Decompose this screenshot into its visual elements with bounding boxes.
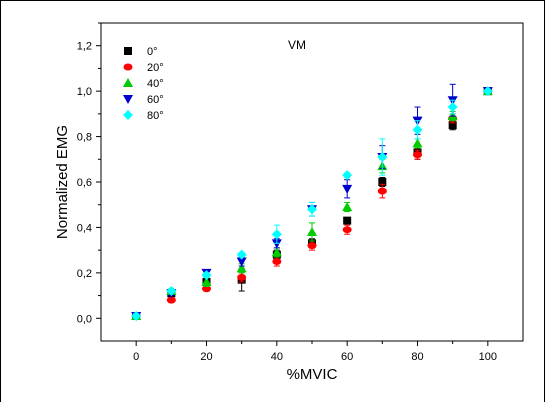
x-tick-label: 60: [341, 351, 353, 363]
legend-marker: [123, 78, 133, 87]
legend-label: 60°: [147, 94, 164, 106]
data-point: [482, 86, 493, 97]
data-point: [447, 102, 458, 113]
x-tick-label: 100: [479, 351, 497, 363]
data-point: [377, 152, 388, 163]
x-tick-label: 80: [411, 351, 423, 363]
y-axis-ticks: 0,0 0,2 0,4 0,6 0,8 1,0 1,2: [77, 22, 101, 325]
series-4: [131, 86, 493, 322]
legend-marker: [123, 63, 133, 71]
data-point: [342, 201, 353, 211]
y-tick-label: 0,4: [77, 222, 92, 234]
legend-marker: [123, 110, 133, 120]
data-point: [343, 216, 352, 225]
data-point: [201, 270, 212, 281]
x-tick-label: 20: [200, 351, 212, 363]
data-point: [307, 226, 317, 236]
data-point: [342, 170, 353, 181]
data-point: [378, 178, 387, 186]
series-layer: [131, 83, 493, 322]
data-point: [131, 311, 142, 322]
y-tick-label: 0,8: [77, 132, 92, 144]
x-axis-ticks: 0 20 40 60 80 100: [133, 341, 497, 363]
legend-label: 0°: [147, 46, 158, 58]
data-point: [166, 296, 176, 304]
data-point: [413, 151, 422, 159]
data-point: [377, 187, 387, 195]
y-axis-title: Normalized EMG: [54, 125, 71, 239]
legend-label: 40°: [147, 78, 164, 90]
y-tick-label: 0,2: [77, 268, 92, 280]
y-tick-label: 1,0: [77, 86, 92, 98]
x-tick-label: 40: [271, 351, 283, 363]
data-point: [412, 124, 423, 135]
x-axis-title: %MVIC: [287, 366, 338, 383]
data-point: [307, 204, 317, 215]
data-point: [272, 258, 282, 265]
y-tick-label: 0,0: [77, 313, 92, 325]
data-point: [201, 276, 212, 286]
data-point: [202, 285, 211, 293]
plot-frame: [100, 22, 524, 342]
y-tick-label: 1,2: [77, 41, 92, 53]
x-tick-label: 0: [133, 351, 139, 363]
chart-annotation: VM: [288, 38, 306, 52]
legend-marker: [124, 47, 132, 55]
data-point: [412, 138, 423, 148]
legend: 0° 20° 40° 60° 80°: [123, 46, 164, 122]
legend-label: 80°: [147, 110, 164, 122]
data-point: [271, 247, 282, 257]
legend-label: 20°: [147, 62, 164, 74]
data-point: [448, 121, 457, 130]
legend-marker: [123, 95, 133, 104]
data-point: [271, 229, 282, 240]
y-tick-label: 0,6: [77, 177, 92, 189]
data-point: [237, 273, 247, 281]
data-point: [236, 263, 247, 273]
data-point: [342, 184, 353, 194]
data-point: [307, 242, 317, 250]
data-point: [166, 286, 177, 297]
data-point: [342, 226, 352, 234]
data-point: [236, 257, 247, 267]
data-point: [236, 249, 247, 260]
